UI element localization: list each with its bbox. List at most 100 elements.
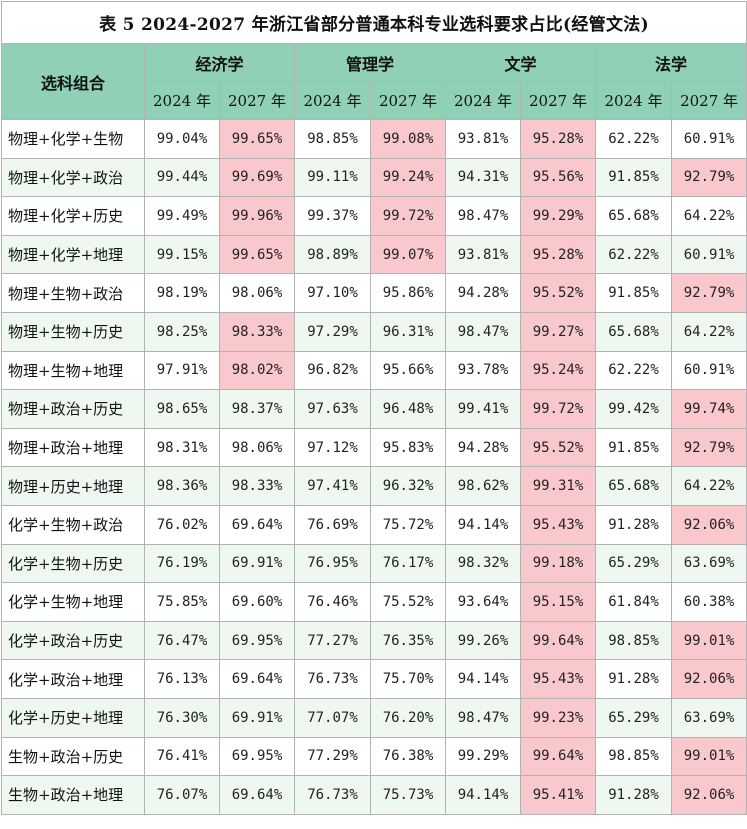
percent-cell: 63.69% [670,543,747,584]
combo-label: 化学+生物+地理 [1,582,145,622]
table-row: 化学+政治+历史 76.47% 69.95% 77.27% 76.35% 99.26% 99… [1,620,747,661]
percent-cell: 98.85% [595,620,672,661]
percent-cell: 64.22% [670,466,747,506]
percent-cell: 92.06% [670,659,747,699]
percent-cell: 91.85% [595,273,672,313]
percent-cell: 99.49% [144,196,220,236]
percent-cell: 99.96% [219,196,295,236]
percent-cell: 99.01% [670,736,747,777]
percent-cell: 99.29% [520,196,596,236]
percent-cell: 99.23% [520,697,596,738]
percent-cell: 60.91% [670,119,747,159]
percent-cell: 91.28% [595,504,672,545]
percent-cell: 99.69% [219,157,295,198]
percent-cell: 69.60% [219,582,295,622]
percent-cell: 95.15% [520,582,596,622]
percent-cell: 60.38% [670,582,747,622]
percent-cell: 76.02% [144,504,220,545]
percent-cell: 76.73% [294,659,371,699]
year-header: 2027 年 [670,81,747,120]
table-row: 化学+生物+政治 76.02% 69.64% 76.69% 75.72% 94.14% 95… [1,504,747,545]
percent-cell: 95.83% [370,427,446,468]
percent-cell: 94.31% [445,157,521,198]
percent-cell: 93.78% [445,350,521,391]
percent-cell: 69.91% [219,697,295,738]
combo-label: 生物+政治+地理 [1,775,145,815]
percent-cell: 97.63% [294,389,371,429]
percent-cell: 95.56% [520,157,596,198]
percent-cell: 98.85% [294,119,371,159]
percent-cell: 95.52% [520,273,596,313]
percent-cell: 98.47% [445,311,521,352]
percent-cell: 77.07% [294,697,371,738]
percent-cell: 98.85% [595,736,672,777]
combo-label: 化学+政治+地理 [1,659,145,699]
table-row: 物理+化学+历史 99.49% 99.96% 99.37% 99.72% 98.47% 99… [1,196,747,236]
percent-cell: 91.85% [595,427,672,468]
percent-cell: 75.73% [370,775,446,815]
percent-cell: 76.47% [144,620,220,661]
percent-cell: 98.47% [445,196,521,236]
table-row: 物理+化学+生物 99.04% 99.65% 98.85% 99.08% 93.81% 95… [1,119,747,159]
table-row: 物理+政治+历史 98.65% 98.37% 97.63% 96.48% 99.41% 99… [1,389,747,429]
percent-cell: 76.73% [294,775,371,815]
percent-cell: 99.11% [294,157,371,198]
combo-label: 化学+历史+地理 [1,697,145,738]
combo-label: 生物+政治+历史 [1,736,145,777]
percent-cell: 76.07% [144,775,220,815]
percent-cell: 99.42% [595,389,672,429]
percent-cell: 62.22% [595,234,672,275]
percent-cell: 97.12% [294,427,371,468]
percent-cell: 69.95% [219,736,295,777]
percent-cell: 97.29% [294,311,371,352]
percent-cell: 98.37% [219,389,295,429]
percent-cell: 95.86% [370,273,446,313]
percent-cell: 65.29% [595,543,672,584]
percent-cell: 99.65% [219,234,295,275]
percent-cell: 98.33% [219,311,295,352]
major-header: 管理学 [294,43,446,82]
percent-cell: 95.41% [520,775,596,815]
percent-cell: 98.62% [445,466,521,506]
percent-cell: 62.22% [595,119,672,159]
percent-cell: 61.84% [595,582,672,622]
table-body: 物理+化学+生物 99.04% 99.65% 98.85% 99.08% 93.81% 95… [1,119,747,815]
percent-cell: 92.06% [670,775,747,815]
percent-cell: 76.41% [144,736,220,777]
year-header: 2027 年 [520,81,596,120]
percent-cell: 98.47% [445,697,521,738]
percent-cell: 95.28% [520,234,596,275]
percent-cell: 98.31% [144,427,220,468]
percent-cell: 98.25% [144,311,220,352]
percent-cell: 76.69% [294,504,371,545]
percent-cell: 99.31% [520,466,596,506]
percent-cell: 93.81% [445,119,521,159]
year-header: 2027 年 [219,81,295,120]
percent-cell: 76.30% [144,697,220,738]
percent-cell: 76.35% [370,620,446,661]
major-header: 经济学 [144,43,295,82]
percent-cell: 76.17% [370,543,446,584]
percent-cell: 62.22% [595,350,672,391]
percent-cell: 96.82% [294,350,371,391]
percent-cell: 99.65% [219,119,295,159]
percent-cell: 76.46% [294,582,371,622]
percent-cell: 92.79% [670,427,747,468]
percent-cell: 99.64% [520,620,596,661]
year-header: 2024 年 [445,81,521,120]
table-row: 物理+政治+地理 98.31% 98.06% 97.12% 95.83% 94.28% 95… [1,427,747,468]
percent-cell: 99.01% [670,620,747,661]
percent-cell: 98.02% [219,350,295,391]
percent-cell: 99.72% [520,389,596,429]
percent-cell: 99.04% [144,119,220,159]
table-row: 化学+生物+历史 76.19% 69.91% 76.95% 76.17% 98.32% 99… [1,543,747,584]
percent-cell: 95.66% [370,350,446,391]
percent-cell: 77.27% [294,620,371,661]
percent-cell: 99.64% [520,736,596,777]
combo-label: 物理+生物+历史 [1,311,145,352]
table-title: 表 5 2024-2027 年浙江省部分普通本科专业选科要求占比(经管文法) [0,1,747,44]
percent-cell: 95.43% [520,659,596,699]
percent-cell: 60.91% [670,234,747,275]
percent-cell: 98.06% [219,273,295,313]
